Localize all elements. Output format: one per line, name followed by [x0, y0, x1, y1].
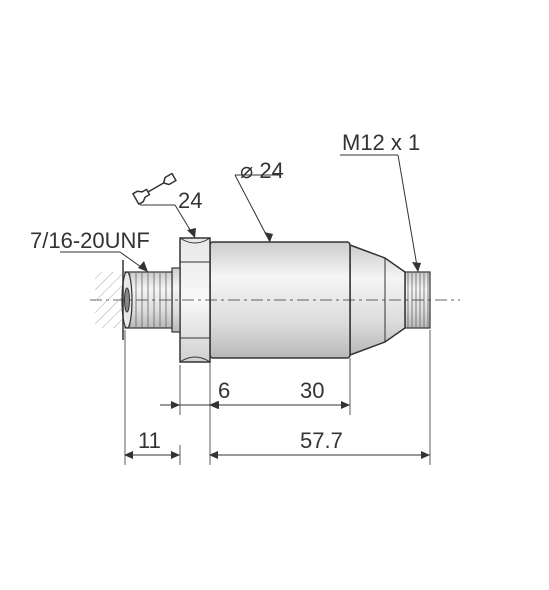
technical-drawing: M12 x 1 ⌀ 24 24 7/16-20UNF 30 57.7 6 11: [0, 0, 549, 590]
wrench-flat-label: 24: [178, 188, 202, 214]
diameter-dimension: [235, 175, 280, 242]
hex-length-label: 6: [218, 378, 230, 404]
mounting-surface: [95, 260, 123, 340]
process-thread-dimension: [60, 252, 148, 272]
total-length-label: 57.7: [300, 428, 343, 454]
body-diameter-label: ⌀ 24: [240, 158, 284, 184]
wrench-icon: [133, 172, 177, 204]
thread-length-label: 11: [138, 428, 161, 454]
process-thread-label: 7/16-20UNF: [30, 228, 150, 254]
connector-thread-label: M12 x 1: [342, 130, 420, 156]
body-length-label: 30: [300, 378, 324, 404]
